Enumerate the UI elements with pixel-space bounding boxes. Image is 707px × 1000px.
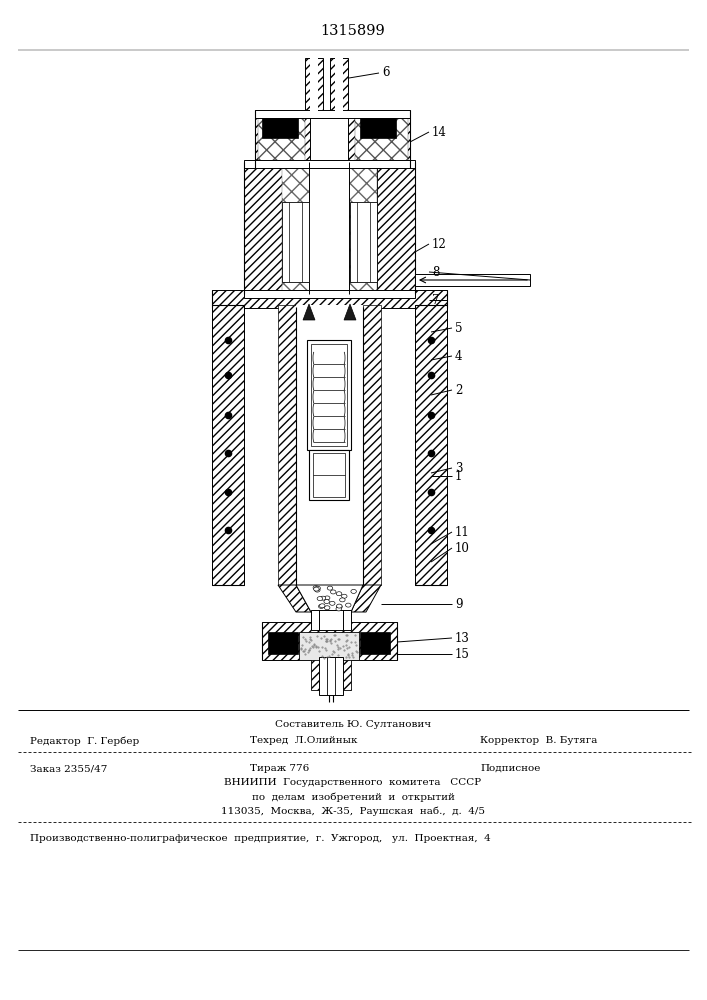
Bar: [363, 305, 381, 585]
Polygon shape: [296, 585, 363, 612]
Text: 13: 13: [455, 632, 470, 645]
Bar: [212, 305, 244, 585]
Text: ВНИИПИ  Государственного  комитета   СССР: ВНИИПИ Государственного комитета СССР: [224, 778, 481, 787]
Bar: [307, 340, 351, 450]
Ellipse shape: [324, 600, 329, 604]
Bar: [319, 657, 343, 695]
Text: 10: 10: [455, 542, 470, 554]
Bar: [313, 453, 345, 497]
Bar: [262, 118, 298, 138]
Bar: [282, 162, 328, 294]
Bar: [244, 162, 282, 294]
Bar: [255, 114, 310, 164]
Text: 15: 15: [455, 648, 470, 660]
Text: 7: 7: [432, 294, 440, 306]
Bar: [360, 632, 390, 654]
Ellipse shape: [330, 590, 336, 594]
Text: по  делам  изобретений  и  открытий: по делам изобретений и открытий: [252, 792, 455, 802]
Text: Редактор  Г. Гербер: Редактор Г. Гербер: [30, 736, 139, 746]
Text: 14: 14: [432, 125, 447, 138]
Bar: [282, 202, 309, 282]
Bar: [311, 344, 347, 446]
Bar: [415, 305, 447, 585]
Text: 1: 1: [455, 470, 462, 483]
Bar: [335, 58, 343, 118]
Text: 113035,  Москва,  Ж-35,  Раушская  наб.,  д.  4/5: 113035, Москва, Ж-35, Раушская наб., д. …: [221, 806, 485, 816]
Bar: [268, 632, 298, 654]
Text: Тираж 776: Тираж 776: [250, 764, 309, 773]
Ellipse shape: [337, 605, 342, 609]
Text: 2: 2: [455, 383, 462, 396]
Bar: [328, 162, 377, 294]
Bar: [299, 632, 359, 660]
Text: 1315899: 1315899: [321, 24, 385, 38]
Bar: [311, 610, 351, 630]
Ellipse shape: [329, 601, 335, 605]
Bar: [348, 114, 410, 164]
Ellipse shape: [325, 606, 330, 610]
Ellipse shape: [318, 604, 324, 608]
Bar: [330, 58, 348, 118]
Bar: [311, 658, 351, 690]
Bar: [415, 274, 530, 286]
Ellipse shape: [314, 587, 319, 591]
Bar: [255, 160, 410, 168]
Bar: [357, 202, 370, 282]
Text: Составитель Ю. Султанович: Составитель Ю. Султанович: [275, 720, 431, 729]
Ellipse shape: [341, 594, 347, 598]
Polygon shape: [303, 304, 315, 320]
Text: 12: 12: [432, 237, 447, 250]
Ellipse shape: [313, 586, 319, 590]
Bar: [244, 290, 415, 298]
Ellipse shape: [317, 597, 322, 601]
Bar: [309, 450, 349, 500]
Bar: [296, 305, 363, 585]
Ellipse shape: [337, 592, 341, 596]
Text: Заказ 2355/47: Заказ 2355/47: [30, 764, 107, 773]
Bar: [258, 114, 305, 164]
Bar: [278, 305, 296, 585]
Text: 3: 3: [455, 462, 462, 475]
Ellipse shape: [325, 596, 330, 600]
Ellipse shape: [339, 598, 345, 602]
Ellipse shape: [315, 588, 320, 592]
Bar: [350, 202, 377, 282]
Text: 5: 5: [455, 322, 462, 334]
Text: Подписное: Подписное: [480, 764, 540, 773]
Text: Техред  Л.Олийнык: Техред Л.Олийнык: [250, 736, 358, 745]
Bar: [305, 58, 323, 118]
Ellipse shape: [337, 604, 342, 608]
Bar: [262, 622, 397, 660]
Polygon shape: [351, 585, 381, 612]
Ellipse shape: [327, 586, 333, 590]
Text: Корректор  В. Бутяга: Корректор В. Бутяга: [480, 736, 597, 745]
Ellipse shape: [351, 589, 356, 593]
Bar: [244, 160, 415, 168]
Text: Производственно-полиграфическое  предприятие,  г.  Ужгород,   ул.  Проектная,  4: Производственно-полиграфическое предприя…: [30, 834, 491, 843]
Bar: [360, 118, 396, 138]
Text: 4: 4: [455, 350, 462, 362]
Polygon shape: [278, 585, 311, 612]
Bar: [355, 114, 408, 164]
Polygon shape: [344, 304, 356, 320]
Text: 8: 8: [432, 265, 439, 278]
Text: 9: 9: [455, 597, 462, 610]
Text: 11: 11: [455, 526, 469, 538]
Bar: [212, 290, 447, 308]
Ellipse shape: [315, 586, 320, 590]
Bar: [310, 58, 318, 118]
Bar: [289, 202, 302, 282]
Ellipse shape: [320, 604, 325, 608]
Bar: [255, 110, 410, 118]
Bar: [309, 162, 349, 294]
Bar: [377, 162, 415, 294]
Ellipse shape: [336, 607, 341, 611]
Text: 6: 6: [382, 66, 390, 80]
Ellipse shape: [346, 603, 351, 607]
Ellipse shape: [320, 596, 326, 600]
